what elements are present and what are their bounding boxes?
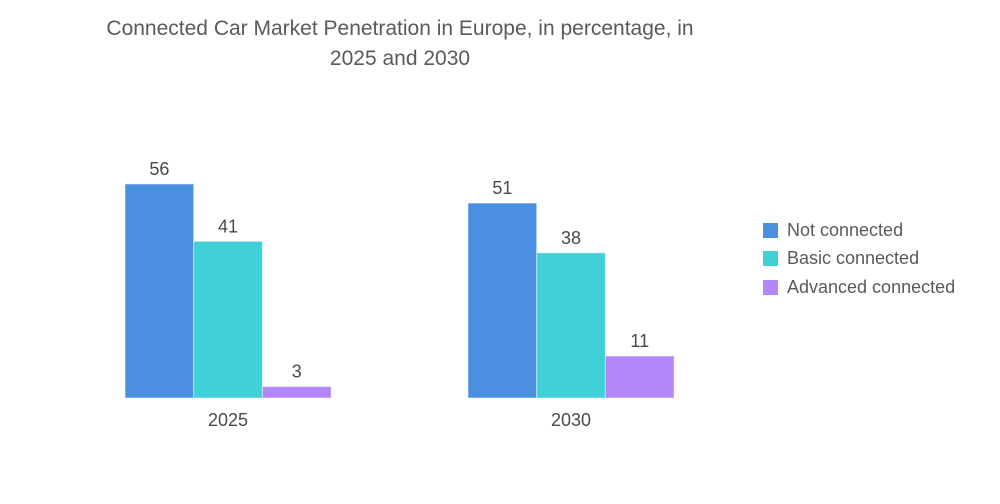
- legend-label: Basic connected: [787, 248, 920, 269]
- data-label: 41: [218, 216, 238, 236]
- legend-item: Not connected: [763, 216, 955, 245]
- x-tick-label: 2030: [551, 410, 591, 430]
- x-tick-label: 2025: [208, 410, 248, 430]
- legend-item: Advanced connected: [763, 273, 955, 302]
- legend-swatch: [763, 279, 778, 295]
- bar-advanced-connected-2025: [261, 386, 332, 399]
- legend: Not connected Basic connected Advanced con…: [763, 216, 955, 302]
- chart-title-line-2: 2025 and 2030: [329, 47, 471, 70]
- data-label: 3: [292, 362, 302, 382]
- bar-not-connected-2025: [124, 183, 195, 399]
- data-label: 38: [561, 228, 581, 248]
- bar-advanced-connected-2030: [604, 355, 675, 399]
- chart-title-line-1: Connected Car Market Penetration in Euro…: [106, 17, 694, 40]
- bar-basic-connected-2025: [193, 240, 263, 399]
- legend-label: Not connected: [787, 219, 904, 240]
- data-label: 11: [630, 331, 649, 351]
- data-label: 51: [492, 178, 512, 198]
- legend-swatch: [763, 222, 778, 238]
- legend-label: Advanced connected: [787, 276, 956, 297]
- bar-not-connected-2030: [467, 202, 538, 399]
- chart-title: Connected Car Market Penetration in Euro…: [50, 14, 750, 74]
- data-label: 56: [149, 159, 169, 179]
- legend-swatch: [763, 251, 778, 267]
- legend-item: Basic connected: [763, 245, 955, 274]
- bar-basic-connected-2030: [536, 252, 606, 399]
